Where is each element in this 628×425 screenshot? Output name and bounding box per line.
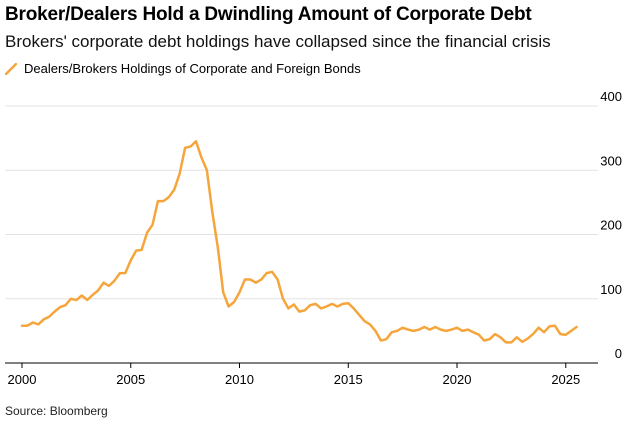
legend-label: Dealers/Brokers Holdings of Corporate an… <box>24 61 361 76</box>
legend: Dealers/Brokers Holdings of Corporate an… <box>5 61 361 76</box>
line-chart: 0 100 200 300 400 2000 2005 2010 2015 2020 2025 <box>5 89 622 387</box>
source-note: Source: Bloomberg <box>5 404 108 418</box>
x-tick-label-2025: 2025 <box>551 372 580 387</box>
y-tick-label-0: 0 <box>615 346 622 361</box>
y-tick-label-300: 300 <box>600 153 622 168</box>
x-tick-label-2015: 2015 <box>334 372 363 387</box>
y-tick-label-100: 100 <box>600 282 622 297</box>
x-tick-label-2010: 2010 <box>225 372 254 387</box>
series-line-0 <box>20 140 578 344</box>
legend-swatch-icon <box>5 62 17 75</box>
chart-subtitle: Brokers' corporate debt holdings have co… <box>5 32 551 51</box>
x-tick-label-2000: 2000 <box>8 372 37 387</box>
x-tick-label-2020: 2020 <box>443 372 472 387</box>
y-tick-label-400: 400 <box>600 89 622 104</box>
x-tick-label-2005: 2005 <box>116 372 145 387</box>
y-tick-label-200: 200 <box>600 218 622 233</box>
chart-title: Broker/Dealers Hold a Dwindling Amount o… <box>5 4 532 25</box>
